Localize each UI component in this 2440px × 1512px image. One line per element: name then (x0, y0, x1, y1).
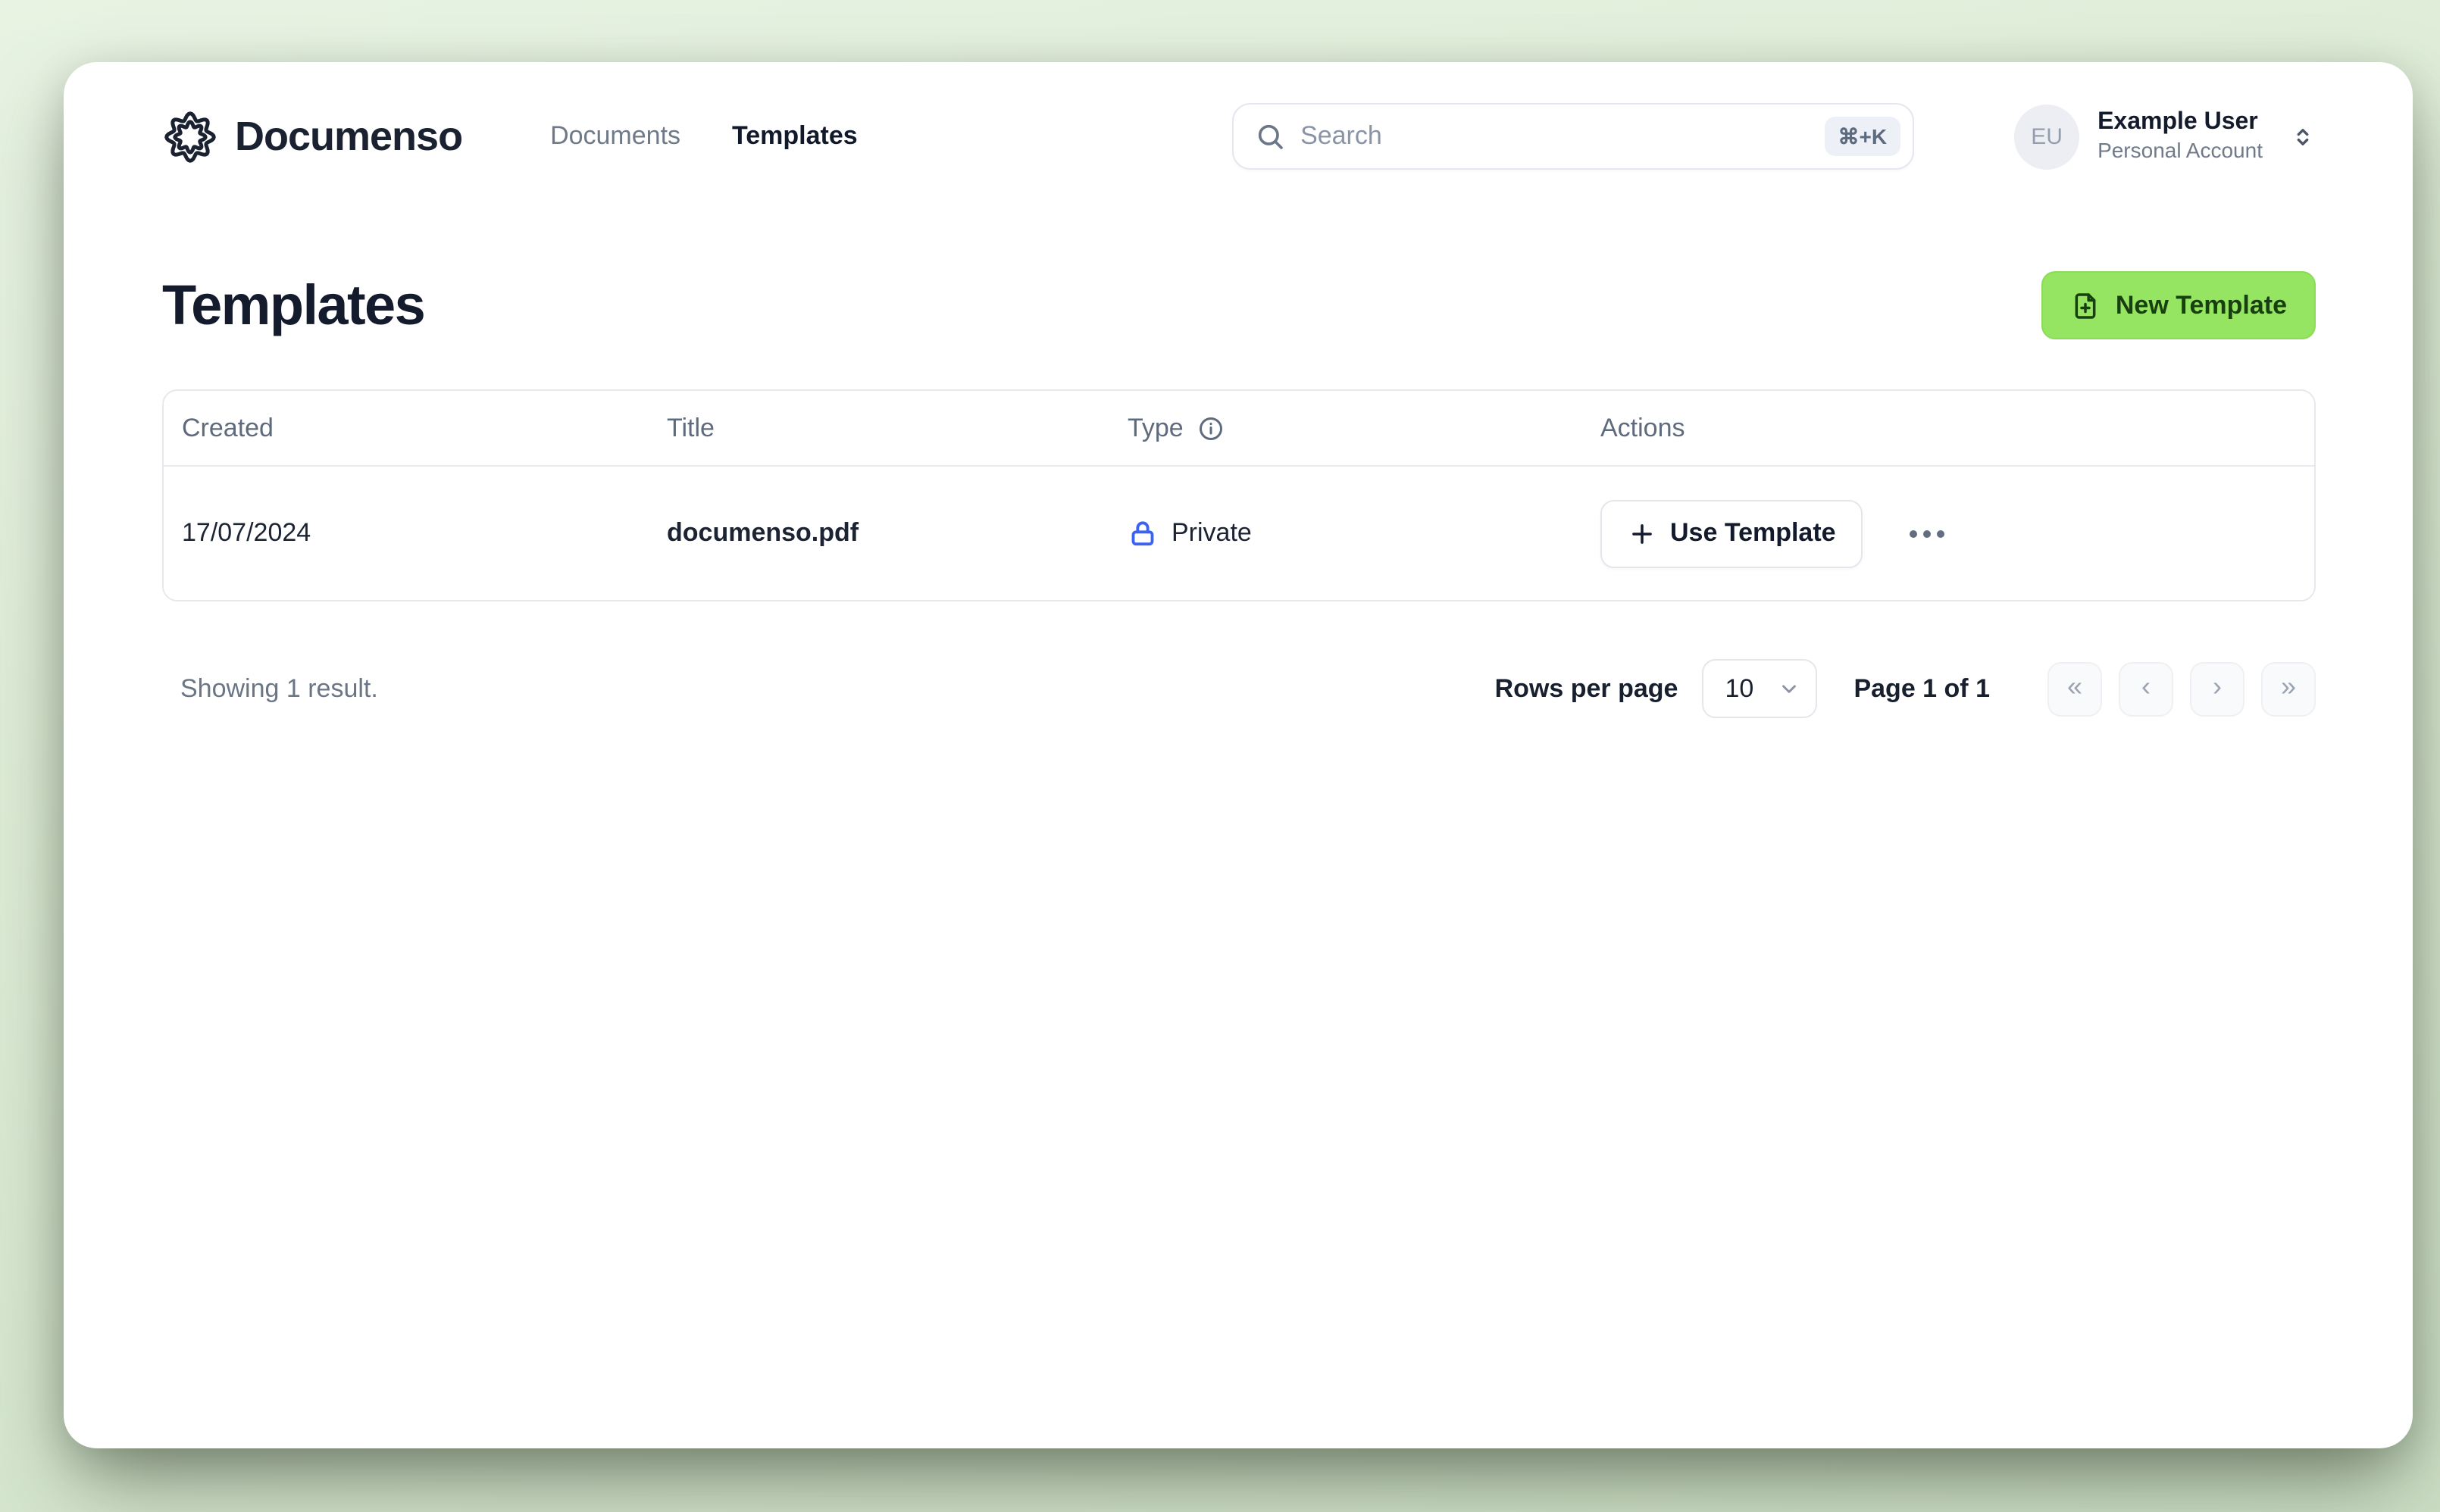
cell-type: Private (1109, 518, 1582, 548)
top-navigation-bar: Documenso Documents Templates ⌘+K EU (162, 102, 2316, 171)
rows-per-page-value: 10 (1725, 673, 1754, 702)
row-menu-button[interactable] (1901, 514, 1954, 552)
page-status: Page 1 of 1 (1853, 673, 1990, 702)
chevron-down-icon (1778, 677, 1800, 700)
nav-templates[interactable]: Templates (732, 121, 858, 150)
pagination-controls: « ‹ › » (2047, 661, 2316, 716)
cell-title: documenso.pdf (667, 518, 859, 547)
search-icon (1255, 121, 1285, 152)
app-window: Documenso Documents Templates ⌘+K EU (64, 62, 2413, 1448)
avatar: EU (2014, 104, 2080, 169)
previous-page-button[interactable]: ‹ (2119, 661, 2173, 716)
info-icon[interactable] (1197, 414, 1225, 442)
brand-name: Documenso (235, 113, 463, 158)
last-page-button[interactable]: » (2261, 661, 2316, 716)
rows-per-page-select[interactable]: 10 (1702, 659, 1818, 718)
file-plus-icon (2070, 290, 2101, 320)
nav-documents[interactable]: Documents (550, 121, 681, 150)
column-header-type: Type (1109, 413, 1582, 443)
cell-actions: Use Template (1582, 499, 2314, 567)
table-header-row: Created Title Type Actions (164, 391, 2314, 467)
user-name: Example User (2097, 109, 2258, 136)
templates-table: Created Title Type Actions (162, 389, 2316, 601)
user-menu[interactable]: EU Example User Personal Account (2014, 104, 2316, 169)
search-input[interactable] (1300, 121, 1810, 152)
documenso-logo[interactable]: Documenso (162, 108, 463, 164)
column-header-title: Title (667, 413, 715, 442)
plus-icon (1628, 519, 1656, 548)
column-header-created: Created (182, 413, 274, 442)
next-page-button[interactable]: › (2190, 661, 2244, 716)
search-shortcut-badge: ⌘+K (1824, 117, 1901, 156)
type-label: Private (1172, 518, 1252, 547)
cell-created: 17/07/2024 (182, 518, 311, 547)
column-header-actions: Actions (1600, 413, 1685, 442)
documenso-seal-icon (162, 108, 218, 164)
page-title: Templates (162, 273, 426, 336)
lock-icon (1128, 518, 1158, 548)
search-bar[interactable]: ⌘+K (1232, 103, 1915, 170)
new-template-button[interactable]: New Template (2041, 271, 2316, 339)
use-template-label: Use Template (1670, 518, 1836, 547)
main-nav: Documents Templates (547, 115, 861, 158)
table-row: 17/07/2024 documenso.pdf Private (164, 467, 2314, 600)
table-footer: Showing 1 result. Rows per page 10 Page … (162, 659, 2316, 718)
first-page-button[interactable]: « (2047, 661, 2102, 716)
user-account-type: Personal Account (2097, 138, 2263, 163)
new-template-label: New Template (2115, 290, 2287, 319)
use-template-button[interactable]: Use Template (1600, 499, 1863, 567)
chevrons-up-down-icon (2290, 123, 2316, 149)
results-count-text: Showing 1 result. (180, 673, 378, 702)
rows-per-page-label: Rows per page (1494, 673, 1678, 702)
